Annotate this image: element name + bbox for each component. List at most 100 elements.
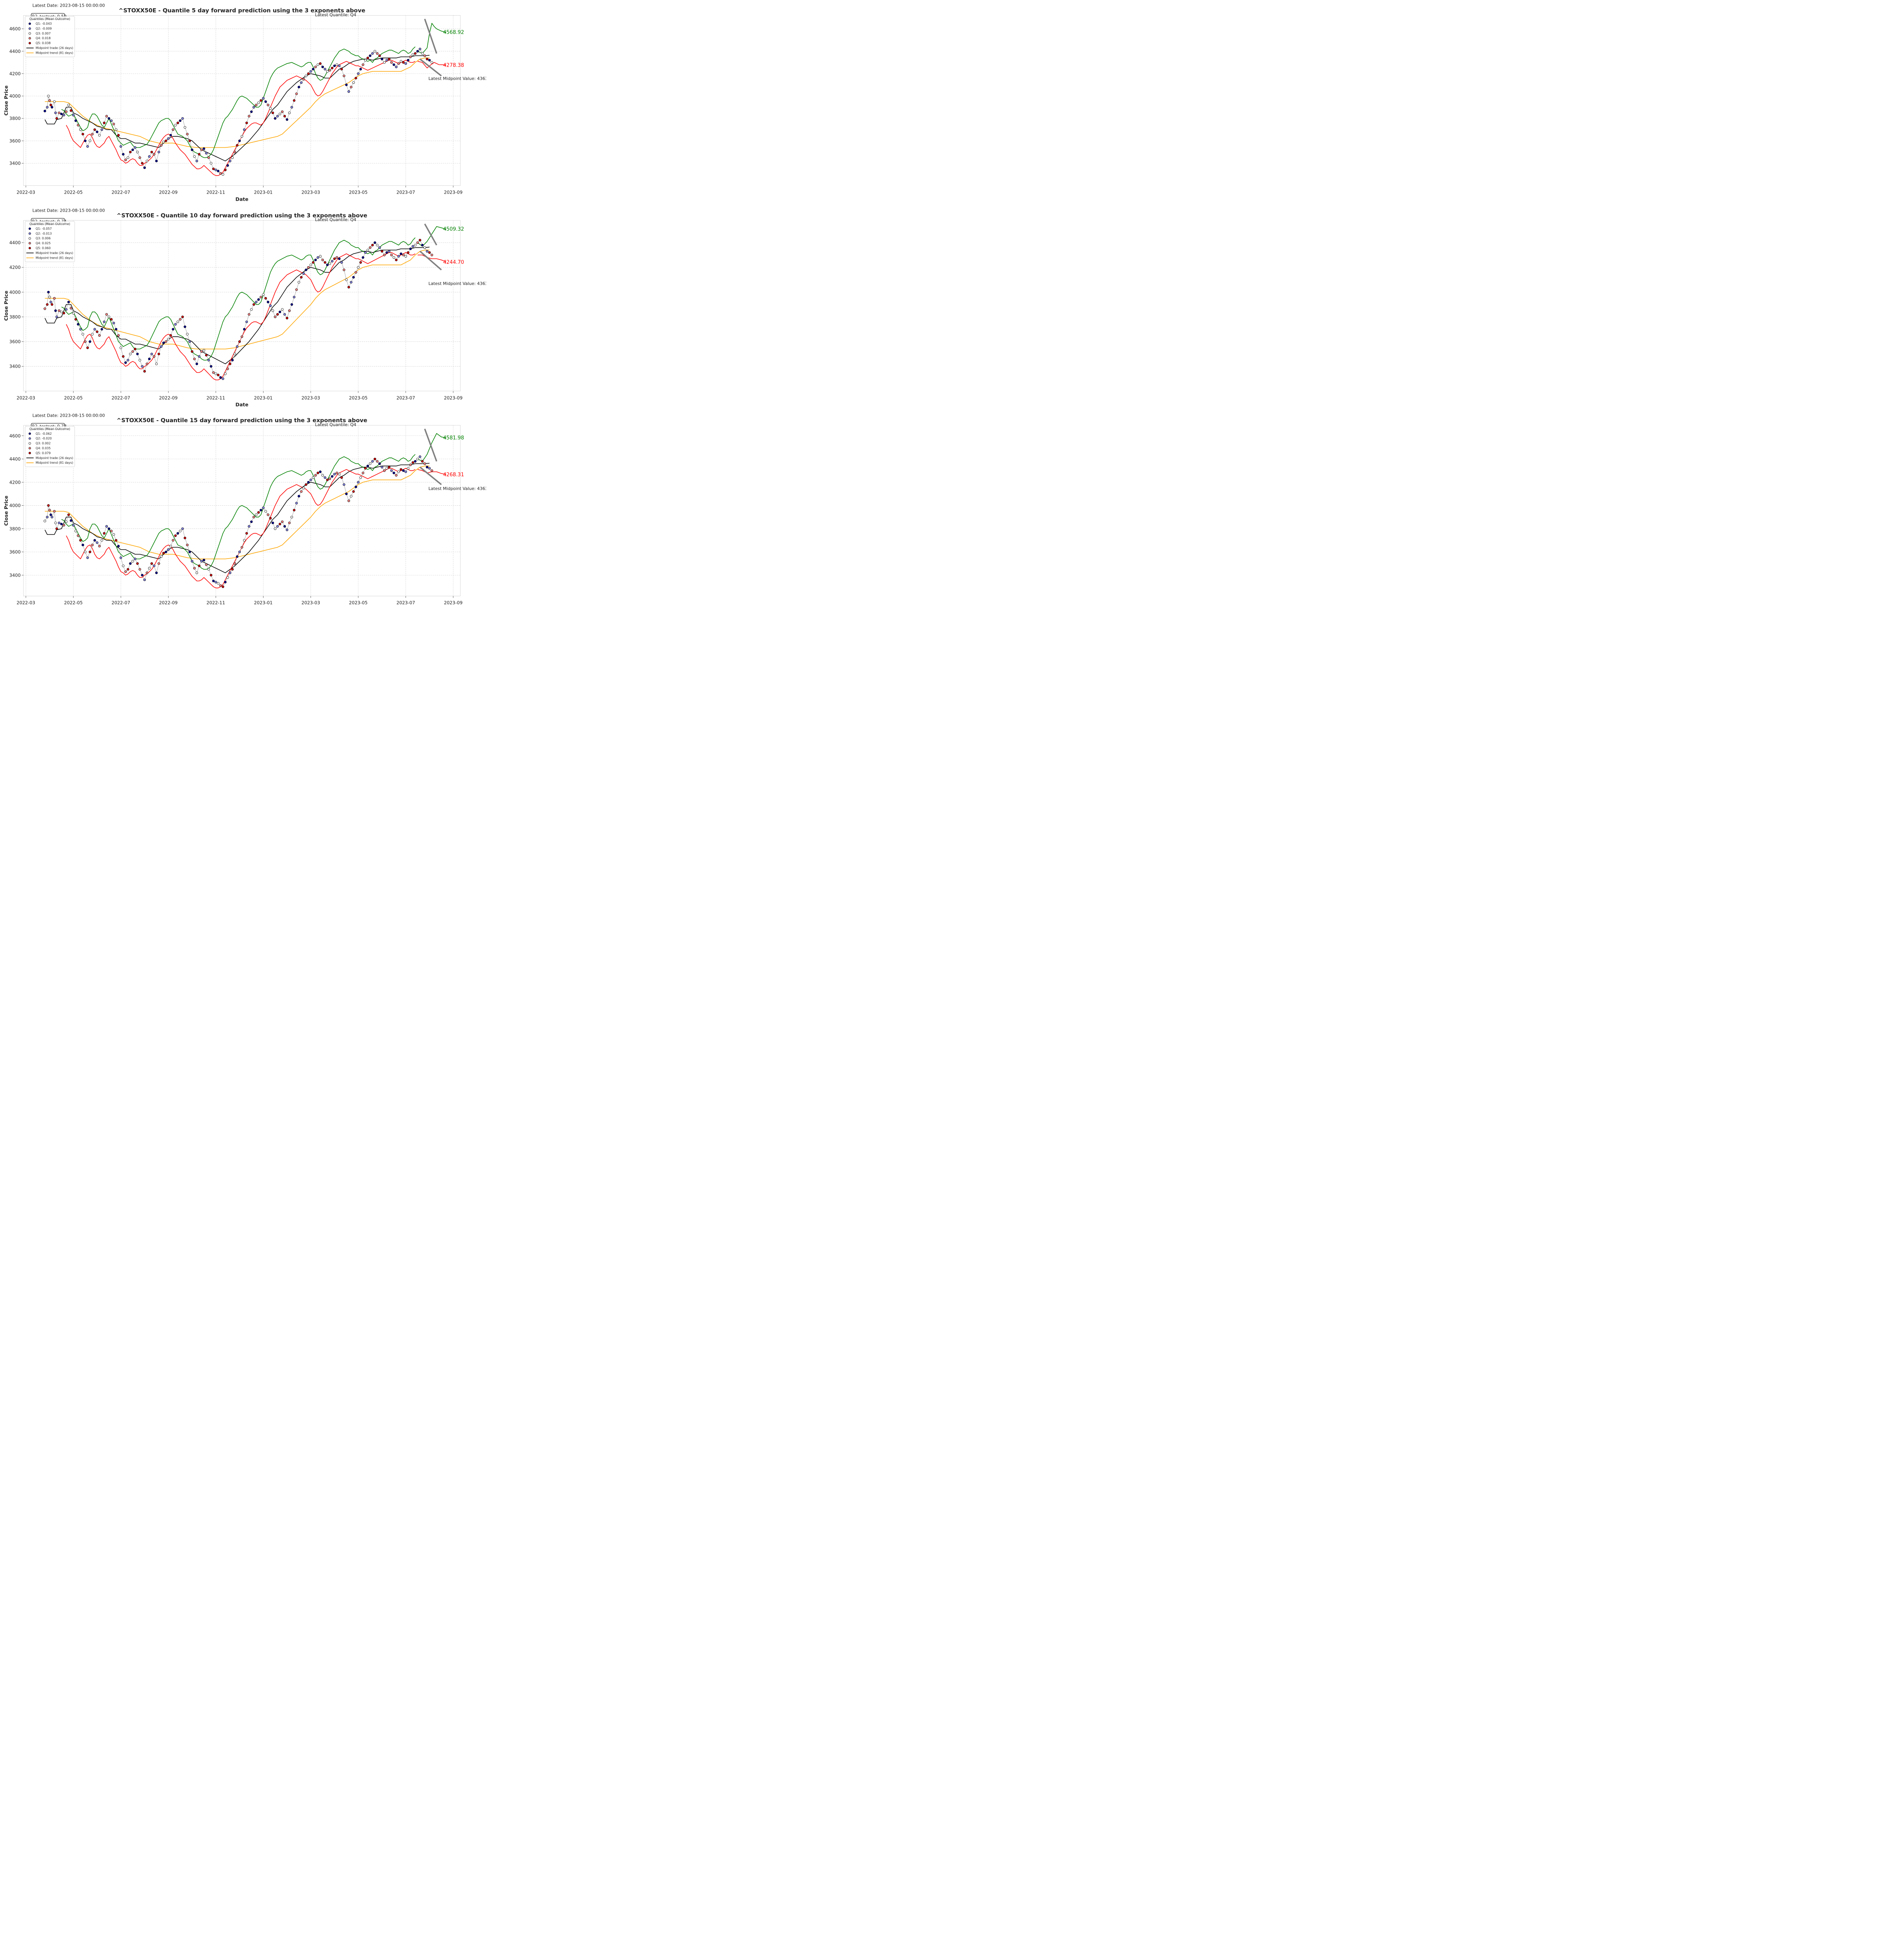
- latest-quantile-arrow: [424, 18, 438, 54]
- quantile-point-q3: [298, 281, 300, 284]
- chart-panel-1: 2022-03 2022-05 2022-07 2022-09 2022-11 2023-…: [3, 3, 486, 202]
- quantile-point-q3: [48, 296, 51, 299]
- quantile-point-q1: [172, 328, 174, 331]
- quantile-point-q5: [134, 348, 136, 350]
- plot-area: [23, 425, 461, 596]
- x-tick-label: 2023-01: [254, 395, 272, 401]
- quantile-point-q3: [112, 533, 115, 536]
- quantile-point-q5: [86, 346, 89, 349]
- quantile-point-q1: [162, 341, 165, 344]
- quantile-point-q5: [82, 132, 84, 136]
- quantile-point-q3: [319, 255, 322, 258]
- quantile-point-q5: [103, 122, 106, 124]
- quantile-point-q3: [100, 539, 103, 542]
- charts-canvas: 2022-03 2022-05 2022-07 2022-09 2022-11 2023-…: [3, 3, 486, 608]
- quantile-point-q4: [376, 52, 379, 55]
- quantile-point-q5: [181, 316, 184, 318]
- quantile-point-q2: [418, 455, 421, 458]
- quantile-point-q2: [93, 328, 96, 331]
- quantile-point-q3: [305, 74, 307, 77]
- quantile-point-q3: [193, 155, 196, 158]
- y-tick-label: 4400: [9, 49, 21, 54]
- quantile-point-q3: [222, 173, 224, 176]
- quantile-point-q4: [145, 572, 149, 574]
- quantile-point-q4: [247, 313, 251, 316]
- quantile-point-q2: [404, 470, 407, 473]
- quantile-point-q5: [224, 169, 227, 171]
- quantile-point-q4: [376, 460, 379, 463]
- quantile-point-q4: [240, 546, 243, 549]
- quantile-point-q5: [260, 99, 262, 102]
- quantile-point-q2: [245, 320, 248, 323]
- quantile-point-q4: [219, 172, 222, 175]
- x-tick-label: 2022-03: [16, 395, 35, 401]
- latest-quantile-label: Latest Quantile: Q4: [315, 422, 356, 427]
- latest-date-label: Latest Date: 2023-08-15 00:00:00: [33, 413, 105, 418]
- quantile-point-q1: [219, 376, 222, 379]
- legend-marker-q1: [28, 432, 31, 435]
- legend-label: Q4: 0.035: [36, 446, 51, 450]
- quantile-point-q3: [183, 126, 186, 129]
- quantile-point-q1: [392, 472, 395, 474]
- quantile-point-q4: [76, 124, 80, 127]
- quantile-point-q5: [428, 251, 431, 254]
- quantile-point-q5: [238, 340, 241, 343]
- quantile-point-q4: [314, 65, 317, 68]
- quantile-point-q4: [253, 515, 255, 519]
- y-tick-label: 4600: [9, 433, 21, 439]
- quantile-point-q1: [188, 550, 191, 554]
- quantile-point-q3: [302, 486, 305, 490]
- legend-label: Midpoint trend (81 days): [36, 461, 73, 465]
- lower-value-label: 4268.31: [443, 472, 464, 478]
- y-tick-label: 3600: [9, 138, 21, 143]
- quantile-point-q1: [76, 323, 80, 326]
- quantile-point-q2: [309, 479, 312, 481]
- y-tick-label: 4000: [9, 289, 21, 295]
- quantile-point-q5: [79, 539, 82, 542]
- latest-quantile-arrow: [424, 428, 438, 462]
- quantile-point-q4: [153, 355, 156, 358]
- quantile-point-q4: [354, 271, 357, 274]
- quantile-point-q3: [44, 519, 46, 523]
- quantile-point-q1: [321, 65, 324, 68]
- quantile-point-q2: [222, 377, 224, 380]
- trend-line: [45, 465, 430, 559]
- quantile-point-q5: [222, 585, 224, 588]
- quantile-point-q5: [212, 167, 215, 170]
- quantile-point-q4: [172, 128, 174, 131]
- quantile-point-q4: [76, 534, 80, 537]
- upper-band-line: [61, 454, 416, 570]
- quantile-point-q2: [283, 313, 286, 316]
- quantile-point-q2: [300, 81, 303, 84]
- quantile-point-q5: [402, 61, 405, 64]
- x-tick-label: 2023-09: [444, 190, 462, 195]
- quantile-point-q1: [333, 64, 336, 67]
- quantile-point-q4: [383, 469, 386, 472]
- chart-title: ^STOXX50E - Quantile 10 day forward pred…: [116, 212, 367, 219]
- quantile-point-q5: [231, 568, 234, 571]
- latest-midpoint-arrow: [420, 58, 442, 76]
- quantile-point-q3: [226, 576, 229, 579]
- quantile-point-q4: [328, 477, 331, 480]
- quantile-point-q1: [44, 110, 46, 113]
- y-tick-label: 3800: [9, 526, 21, 532]
- quantile-point-q3: [162, 140, 165, 143]
- quantile-point-q5: [359, 261, 362, 264]
- quantile-point-q2: [96, 541, 98, 544]
- quantile-point-q3: [167, 338, 170, 341]
- quantile-point-q2: [205, 152, 208, 154]
- quantile-point-q2: [333, 473, 336, 475]
- quantile-point-q3: [243, 539, 246, 542]
- quantile-point-q3: [217, 582, 220, 585]
- quantile-point-q1: [359, 68, 362, 71]
- quantile-point-q2: [119, 145, 122, 148]
- quantile-point-q2: [214, 581, 217, 584]
- quantile-point-q4: [267, 103, 269, 107]
- quantile-point-q3: [47, 94, 50, 98]
- quantile-point-q3: [250, 308, 253, 311]
- quantile-point-q2: [198, 355, 201, 358]
- quantile-point-q3: [326, 70, 329, 73]
- quantile-point-q2: [302, 272, 305, 275]
- quantile-point-q5: [191, 350, 194, 353]
- quantile-point-q2: [357, 72, 360, 75]
